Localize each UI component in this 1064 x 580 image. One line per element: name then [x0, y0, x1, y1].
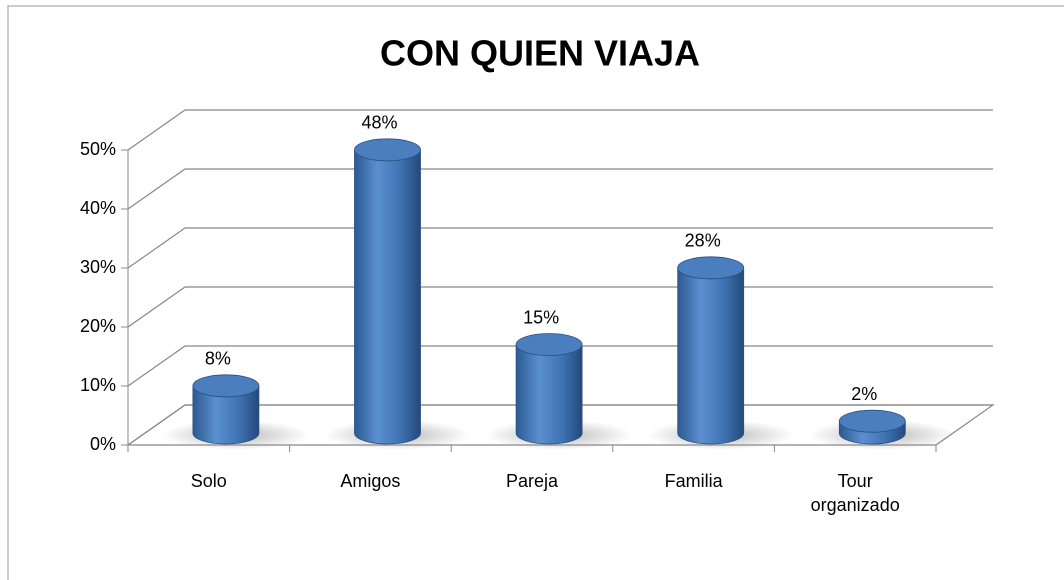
bar-top — [192, 374, 260, 398]
bar — [354, 149, 421, 445]
bar-top — [354, 138, 421, 162]
value-label: 2% — [851, 384, 877, 404]
x-tick-label: Solo — [190, 471, 227, 491]
x-tick-label: Pareja — [505, 471, 559, 491]
value-label: 48% — [361, 113, 397, 133]
bar-top — [838, 409, 906, 433]
y-tick-label: 40% — [80, 198, 116, 218]
x-tick-label: Familia — [664, 471, 723, 491]
grid-line — [127, 286, 993, 328]
value-label: 28% — [685, 231, 721, 251]
bar — [677, 267, 745, 445]
y-tick-label: 0% — [90, 434, 116, 454]
y-tick-label: 10% — [80, 375, 116, 395]
grid-line — [127, 227, 993, 269]
chart-title: CON QUIEN VIAJA — [380, 33, 700, 74]
value-label: 15% — [523, 307, 559, 327]
bar — [515, 344, 583, 445]
bar-top — [515, 333, 583, 356]
x-tick-label: Tour organizado — [810, 471, 900, 515]
grid-line — [127, 109, 993, 151]
y-tick-label: 50% — [80, 139, 116, 159]
y-tick-label: 30% — [80, 257, 116, 277]
x-tick-label: Amigos — [340, 471, 401, 491]
grid-line — [127, 168, 993, 210]
value-label: 8% — [205, 349, 231, 369]
y-tick-label: 20% — [80, 316, 116, 336]
bar-top — [677, 256, 745, 280]
chart-frame — [7, 5, 1064, 580]
